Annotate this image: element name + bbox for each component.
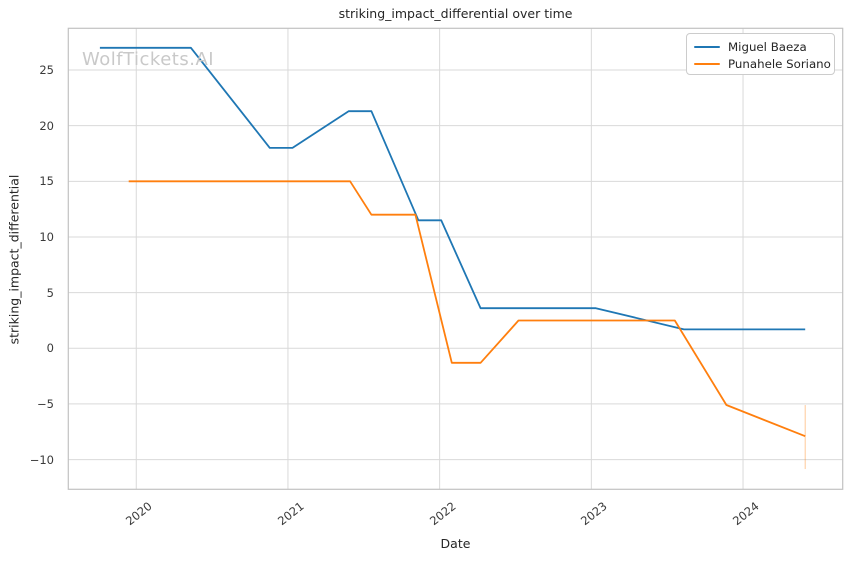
legend: Miguel Baeza Punahele Soriano <box>686 33 835 75</box>
legend-line-swatch-miguel-baeza <box>694 45 720 48</box>
chart-title: striking_impact_differential over time <box>338 6 573 21</box>
legend-line-swatch-punahele-soriano <box>694 62 720 65</box>
y-axis-label: striking_impact_differential <box>6 174 22 345</box>
y-tick-label: 25 <box>39 63 54 78</box>
y-tick-label: −5 <box>37 396 54 411</box>
watermark: WolfTickets.AI <box>82 49 215 70</box>
legend-entry: Punahele Soriano <box>694 55 831 72</box>
y-tick-label: 10 <box>39 229 54 244</box>
y-tick-label: −10 <box>29 452 54 467</box>
x-axis-label: Date <box>440 536 471 551</box>
legend-label: Miguel Baeza <box>728 39 807 54</box>
legend-entry: Miguel Baeza <box>694 38 827 55</box>
y-tick-label: 0 <box>46 341 54 356</box>
y-tick-label: 5 <box>46 285 54 300</box>
legend-label: Punahele Soriano <box>728 56 831 71</box>
y-tick-label: 15 <box>39 174 54 189</box>
y-tick-label: 20 <box>39 118 54 133</box>
